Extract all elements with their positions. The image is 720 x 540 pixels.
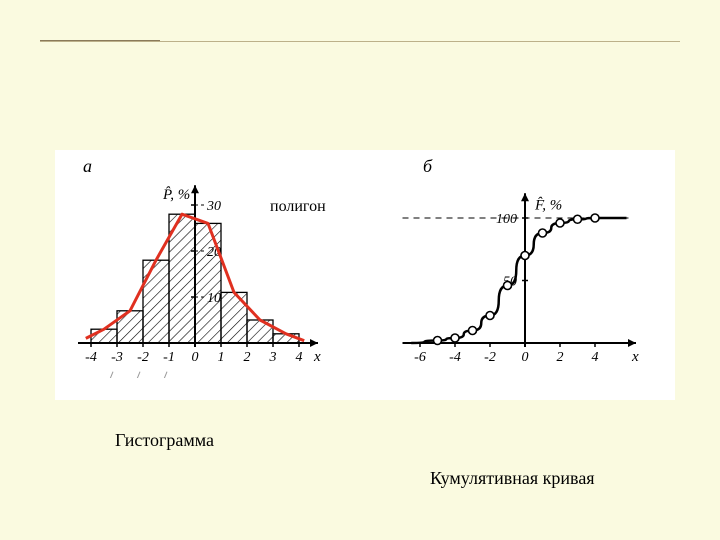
svg-text:-4: -4	[449, 350, 461, 365]
svg-text:4: 4	[592, 350, 599, 365]
svg-text:x: x	[313, 349, 321, 365]
svg-text:4: 4	[296, 350, 303, 365]
svg-text:-4: -4	[85, 350, 97, 365]
horizontal-rule	[40, 41, 680, 42]
svg-text:3: 3	[269, 350, 277, 365]
histogram-caption: Гистограмма	[115, 430, 214, 451]
svg-text:-2: -2	[484, 350, 496, 365]
svg-text:10: 10	[207, 291, 221, 306]
svg-text:0: 0	[192, 350, 199, 365]
svg-text:-2: -2	[137, 350, 149, 365]
svg-text:x: x	[631, 349, 639, 365]
svg-text:30: 30	[206, 199, 221, 214]
histogram-chart: -4-3-2-101234x102030P̂, %	[65, 168, 365, 378]
svg-text:1: 1	[218, 350, 225, 365]
svg-text:0: 0	[522, 350, 529, 365]
svg-text:-3: -3	[111, 350, 123, 365]
svg-text:-6: -6	[414, 350, 426, 365]
figure-white-area: а б полигон -4-3-2-101234x102030P̂, % -6…	[55, 150, 675, 400]
svg-text:2: 2	[244, 350, 251, 365]
svg-text:P̂, %: P̂, %	[162, 187, 190, 203]
svg-text:-1: -1	[163, 350, 175, 365]
svg-text:100: 100	[496, 212, 517, 227]
svg-text:F̂, %: F̂, %	[534, 197, 562, 213]
svg-text:2: 2	[557, 350, 564, 365]
cumulative-chart: -6-4-2024x50100F̂, %	[395, 168, 675, 378]
cumulative-caption: Кумулятивная кривая	[430, 468, 595, 489]
